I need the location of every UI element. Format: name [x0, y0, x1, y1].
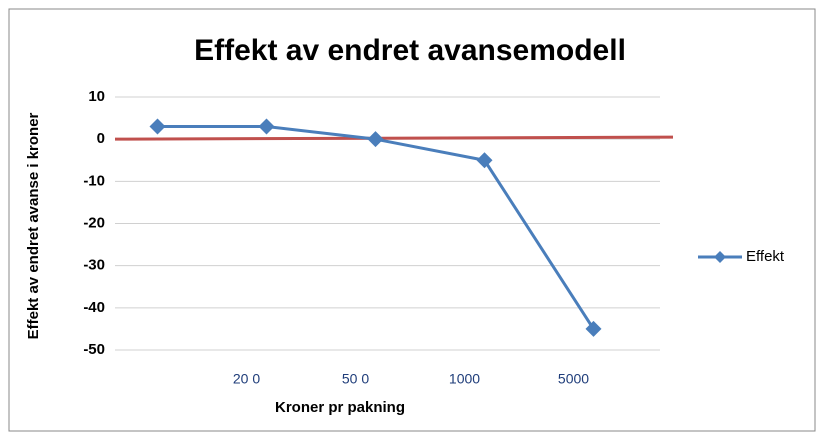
chart-frame: [8, 8, 816, 432]
x-tick-label: 1000: [449, 371, 480, 387]
data-point: [476, 152, 493, 169]
data-point: [367, 131, 384, 148]
y-tick-label: 0: [97, 130, 105, 147]
data-point: [585, 320, 602, 337]
data-point: [149, 118, 166, 135]
data-point: [258, 118, 275, 135]
legend-label: Effekt: [746, 248, 785, 265]
y-tick-label: -20: [83, 214, 105, 231]
x-tick-label: 50 0: [342, 371, 369, 387]
chart-title: Effekt av endret avansemodell: [194, 34, 626, 67]
x-tick-label: 5000: [558, 371, 589, 387]
reference-line: [114, 135, 674, 141]
x-axis-label: Kroner pr pakning: [275, 399, 405, 416]
y-axis-label: Effekt av endret avanse i kroner: [25, 112, 42, 339]
y-tick-label: -50: [83, 341, 105, 358]
y-tick-label: -10: [83, 172, 105, 189]
legend-marker: [714, 251, 726, 263]
x-tick-label: 20 0: [233, 371, 260, 387]
y-tick-label: -40: [83, 299, 105, 316]
y-tick-label: 10: [88, 88, 105, 105]
y-tick-label: -30: [83, 257, 105, 274]
